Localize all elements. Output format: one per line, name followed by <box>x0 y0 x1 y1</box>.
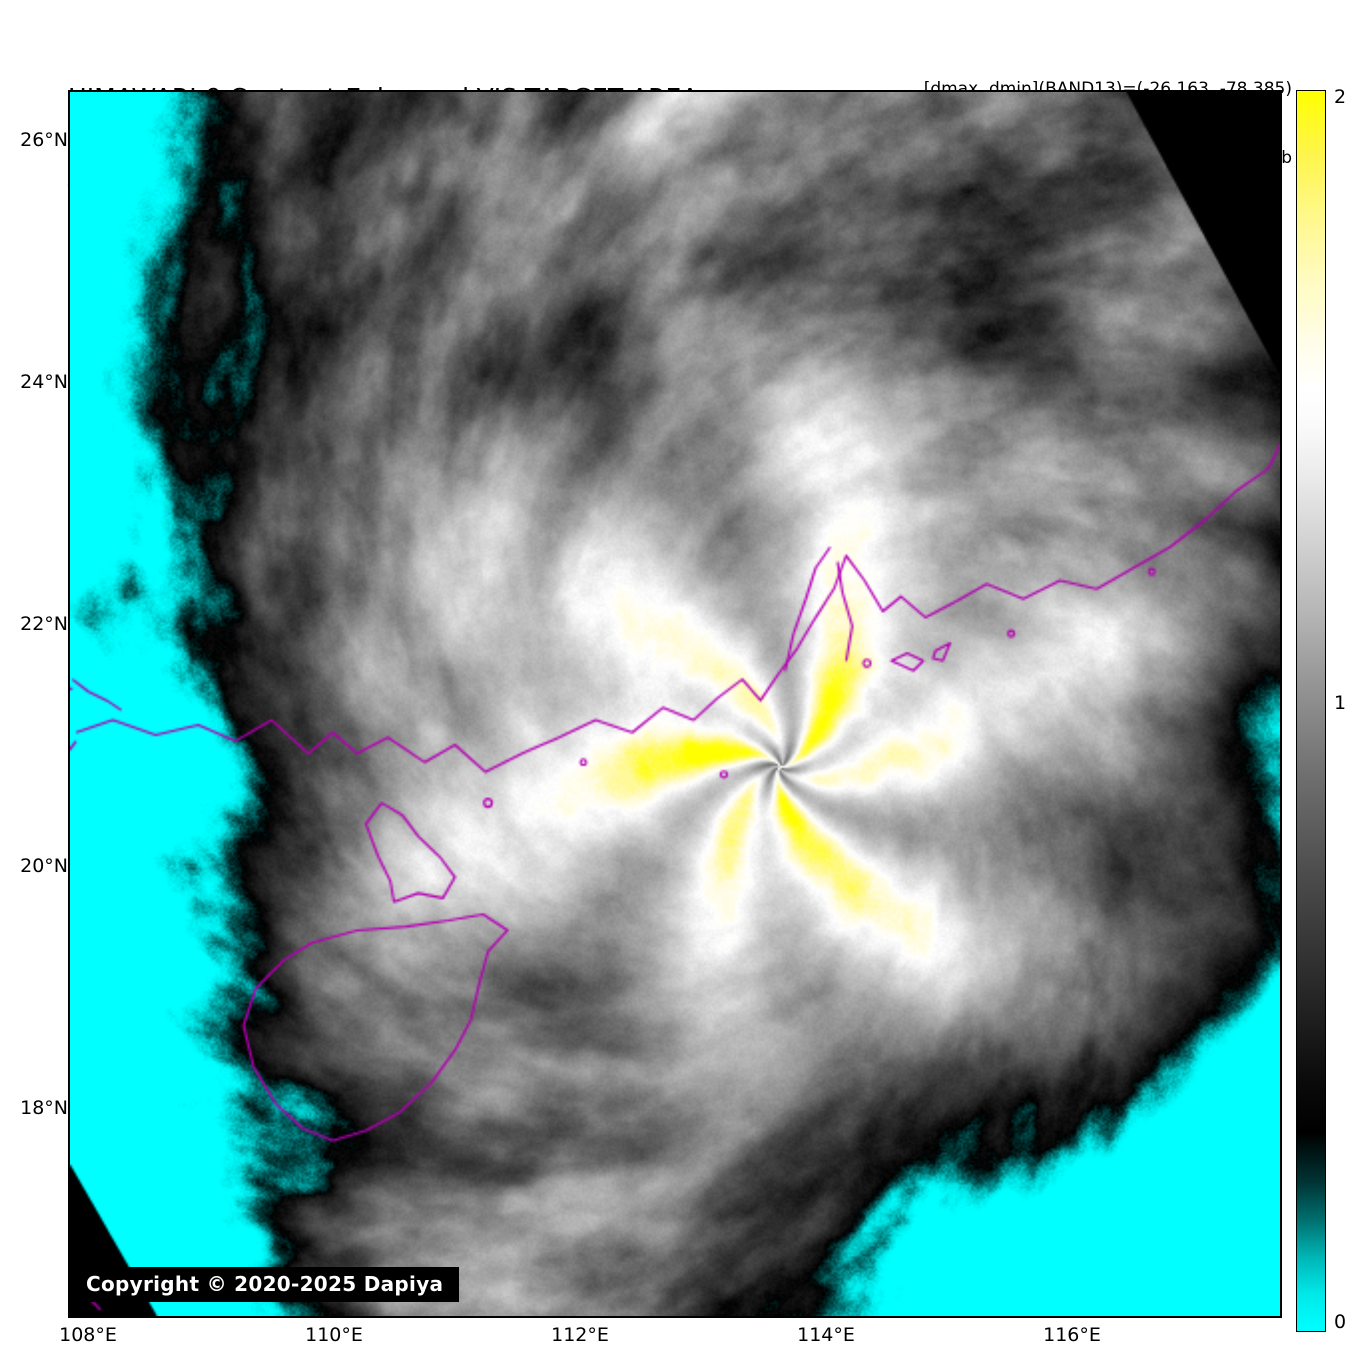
colorbar-tick-1: 1 <box>1334 692 1347 714</box>
x-tick-label-0: 108°E <box>59 1324 117 1346</box>
satellite-imagery-canvas <box>70 92 1280 1316</box>
x-tick-label-1: 110°E <box>305 1324 363 1346</box>
x-tick-label-4: 116°E <box>1043 1324 1101 1346</box>
y-tick-label-0: 26°N <box>20 129 68 151</box>
x-tick-label-3: 114°E <box>797 1324 855 1346</box>
y-tick-label-1: 24°N <box>20 371 68 393</box>
copyright-overlay: Copyright © 2020-2025 Dapiya <box>70 1267 460 1302</box>
y-tick-label-2: 22°N <box>20 613 68 635</box>
satellite-image-plot[interactable]: Copyright © 2020-2025 Dapiya <box>68 90 1282 1318</box>
x-tick-label-2: 112°E <box>551 1324 609 1346</box>
y-tick-label-3: 20°N <box>20 855 68 877</box>
colorbar-tick-0: 0 <box>1334 1311 1347 1333</box>
y-tick-label-4: 18°N <box>20 1097 68 1119</box>
colorbar <box>1296 90 1326 1332</box>
colorbar-tick-2: 2 <box>1334 86 1347 108</box>
